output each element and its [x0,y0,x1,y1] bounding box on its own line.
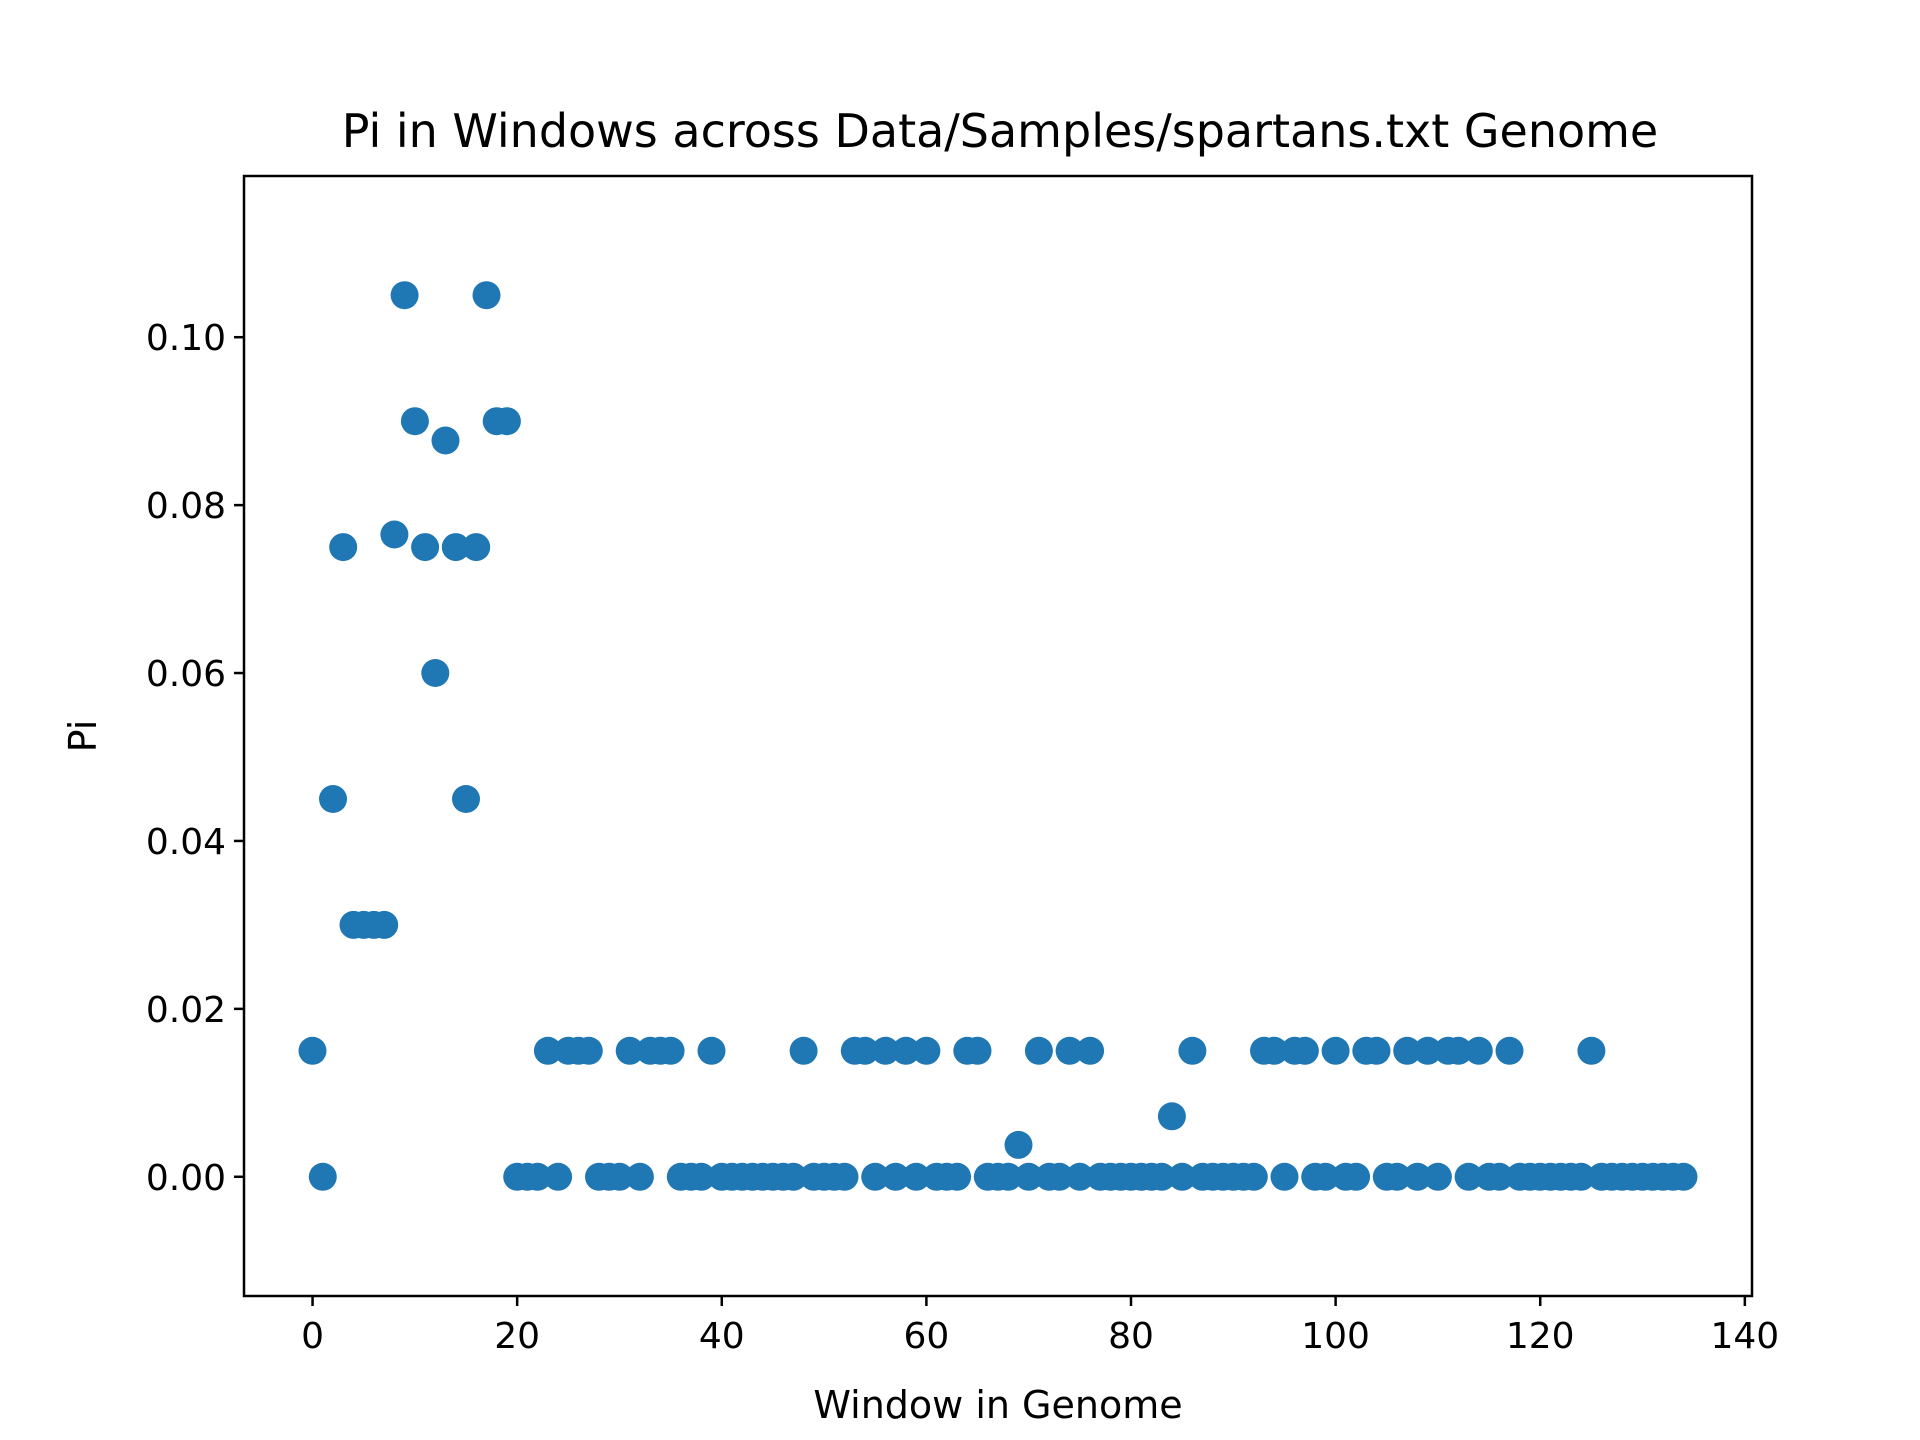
data-point [1147,1162,1176,1191]
data-point [1076,1036,1105,1065]
y-tick-label: 0.04 [146,822,226,863]
data-point [1669,1162,1698,1191]
data-point [462,533,491,562]
data-point [1178,1036,1207,1065]
data-point [902,1162,931,1191]
data-point [881,1162,910,1191]
data-point [605,1162,634,1191]
data-point [943,1162,972,1191]
plot-frame [242,174,1754,1298]
data-point [1014,1162,1043,1191]
data-point [390,281,419,310]
x-tick-label: 140 [1710,1316,1779,1357]
data-point [994,1162,1023,1191]
data-point [319,785,347,813]
data-point [1004,1130,1033,1159]
data-point [574,1036,603,1065]
data-point [544,1162,573,1191]
data-point [1393,1036,1422,1065]
data-point [1495,1036,1524,1065]
data-point [308,1162,337,1191]
x-tick-label: 0 [301,1316,324,1357]
data-point [697,1036,726,1065]
data-point [1413,1036,1442,1065]
x-axis-ticks: 0 20 40 60 80 100 120 140 [301,1296,1779,1357]
x-axis-label: Window in Genome [813,1383,1182,1427]
data-point [1444,1036,1473,1065]
data-point [1290,1036,1319,1065]
data-point [656,1036,685,1065]
data-point [1157,1102,1186,1131]
data-point [1055,1036,1084,1065]
data-point [492,407,521,436]
data-point [1024,1036,1053,1065]
data-point [1270,1162,1299,1191]
y-axis-ticks: 0.00 0.02 0.04 0.06 0.08 0.10 [146,318,244,1199]
data-point [380,520,409,549]
y-tick-label: 0.00 [146,1158,226,1199]
data-point [861,1162,890,1191]
data-point [912,1036,941,1065]
data-point [625,1162,654,1191]
x-tick-label: 80 [1108,1316,1154,1357]
data-point [411,533,440,562]
data-point [1260,1036,1289,1065]
data-point [421,659,450,687]
data-point [1342,1162,1371,1191]
data-point [963,1036,992,1065]
data-point [1362,1036,1391,1065]
y-tick-label: 0.02 [146,990,226,1031]
data-point [1168,1162,1197,1191]
data-point [400,407,429,436]
data-point [329,533,358,562]
data-point [851,1036,879,1065]
data-point [452,785,480,813]
data-point [1403,1162,1432,1191]
data-point [789,1036,818,1065]
y-tick-label: 0.10 [146,318,226,359]
data-point [370,910,399,939]
data-point [441,533,470,562]
x-tick-label: 60 [903,1316,949,1357]
data-point [1485,1162,1514,1191]
data-point [779,1162,808,1191]
x-tick-label: 100 [1301,1316,1370,1357]
data-point [533,1036,562,1065]
x-tick-label: 40 [699,1316,745,1357]
data-point [891,1036,920,1065]
data-point [615,1036,644,1065]
data-point [830,1162,859,1191]
data-point [1065,1162,1094,1191]
y-axis-label: Pi [61,720,105,753]
data-point [1045,1162,1074,1191]
y-tick-label: 0.06 [146,654,226,695]
x-tick-label: 20 [494,1316,540,1357]
data-point [1321,1036,1350,1065]
x-tick-label: 120 [1506,1316,1575,1357]
data-point [1423,1162,1452,1191]
data-point [687,1162,716,1191]
data-point [1454,1162,1483,1191]
data-point [1464,1036,1493,1065]
data-point [298,1036,327,1065]
data-point [1311,1162,1340,1191]
data-point [1577,1036,1606,1065]
data-point [431,426,460,455]
chart-title: Pi in Windows across Data/Samples/sparta… [342,104,1659,158]
y-tick-label: 0.08 [146,486,226,527]
data-points [298,281,1698,1191]
data-point [472,281,501,310]
data-point [1239,1162,1268,1191]
data-point [871,1036,900,1065]
data-point [1383,1162,1411,1191]
data-point [523,1162,552,1191]
data-point [1567,1162,1596,1191]
